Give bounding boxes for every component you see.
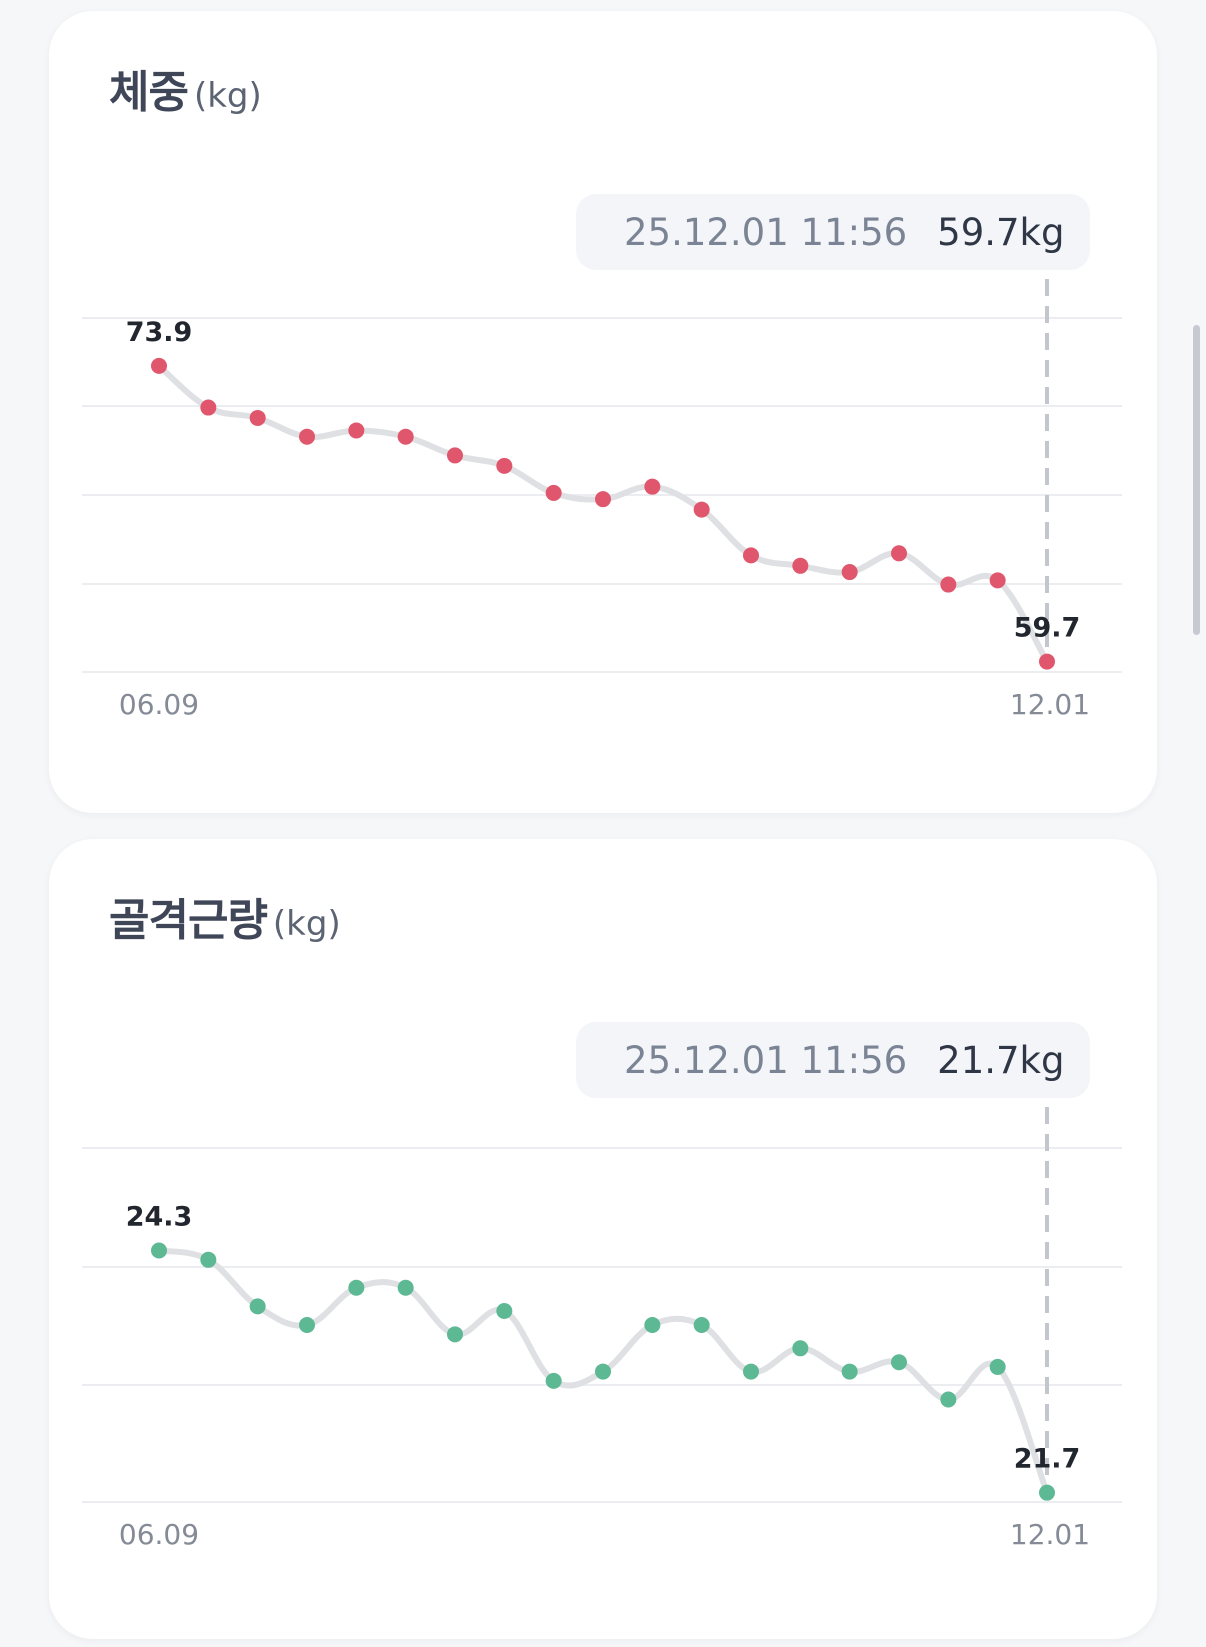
data-point[interactable] [348,1279,365,1296]
data-point[interactable] [496,1303,513,1320]
data-point[interactable] [249,409,266,426]
muscle-line-chart[interactable]: 24.3 21.7 06.09 12.01 [49,839,1157,1579]
weight-card[interactable]: 체중 (kg) 25.12.01 11:56 59.7kg 73.9 59.7 06.… [49,11,1157,813]
data-point[interactable] [891,1354,907,1371]
x-tick-label-start: 06.09 [119,1518,199,1551]
data-point[interactable] [792,1340,809,1357]
series-line [156,362,1050,665]
data-point[interactable] [644,478,661,495]
data-point[interactable] [447,447,463,464]
data-point[interactable] [644,1317,661,1333]
data-point[interactable] [693,501,710,518]
data-point[interactable] [841,1363,858,1380]
data-point[interactable] [151,1242,167,1259]
chart-tooltip: 25.12.01 11:56 21.7kg [576,1022,1090,1098]
data-point[interactable] [249,1298,266,1315]
data-point[interactable] [545,484,562,501]
scrollbar[interactable] [1193,325,1200,635]
data-point[interactable] [447,1326,463,1343]
data-point[interactable] [299,1317,315,1333]
chart-tooltip: 25.12.01 11:56 59.7kg [576,194,1090,270]
data-point[interactable] [940,1391,957,1408]
card-title: 골격근량 (kg) [109,899,341,943]
data-point[interactable] [743,547,759,564]
card-title-unit: (kg) [272,904,341,944]
x-tick-label-start: 06.09 [119,688,199,721]
data-point[interactable] [595,491,611,508]
data-point[interactable] [693,1317,710,1333]
first-value-label: 24.3 [126,1201,193,1232]
muscle-card[interactable]: 골격근량 (kg) 25.12.01 11:56 21.7kg 24.3 21.7 0… [49,839,1157,1639]
tooltip-value: 59.7kg [937,210,1065,254]
data-point[interactable] [1039,1484,1055,1501]
data-point[interactable] [200,399,217,416]
weight-line-chart[interactable]: 73.9 59.7 06.09 12.01 [49,11,1157,751]
data-point[interactable] [1039,653,1055,670]
data-point[interactable] [989,572,1006,589]
x-tick-label-end: 12.01 [1010,1518,1090,1551]
card-title-text: 체중 [109,67,189,118]
card-title-unit: (kg) [193,76,262,116]
data-point[interactable] [151,357,167,374]
data-point[interactable] [940,576,957,593]
card-title-text: 골격근량 [109,895,268,946]
last-value-label: 59.7 [1014,613,1081,644]
data-point[interactable] [200,1251,217,1268]
data-point[interactable] [743,1363,759,1380]
data-point[interactable] [397,428,414,445]
data-point[interactable] [496,457,513,474]
first-value-label: 73.9 [126,317,193,348]
tooltip-timestamp: 25.12.01 11:56 [624,210,908,254]
tooltip-timestamp: 25.12.01 11:56 [624,1038,908,1082]
data-point[interactable] [989,1358,1006,1375]
x-tick-label-end: 12.01 [1010,688,1090,721]
data-point[interactable] [891,545,907,562]
data-point[interactable] [792,557,809,574]
tooltip-value: 21.7kg [937,1038,1065,1082]
card-title: 체중 (kg) [109,71,262,115]
data-point[interactable] [299,428,315,445]
data-point[interactable] [841,564,858,581]
data-point[interactable] [348,422,365,439]
data-point[interactable] [397,1279,414,1296]
data-point[interactable] [595,1363,611,1380]
data-point[interactable] [545,1372,562,1389]
last-value-label: 21.7 [1014,1444,1081,1475]
